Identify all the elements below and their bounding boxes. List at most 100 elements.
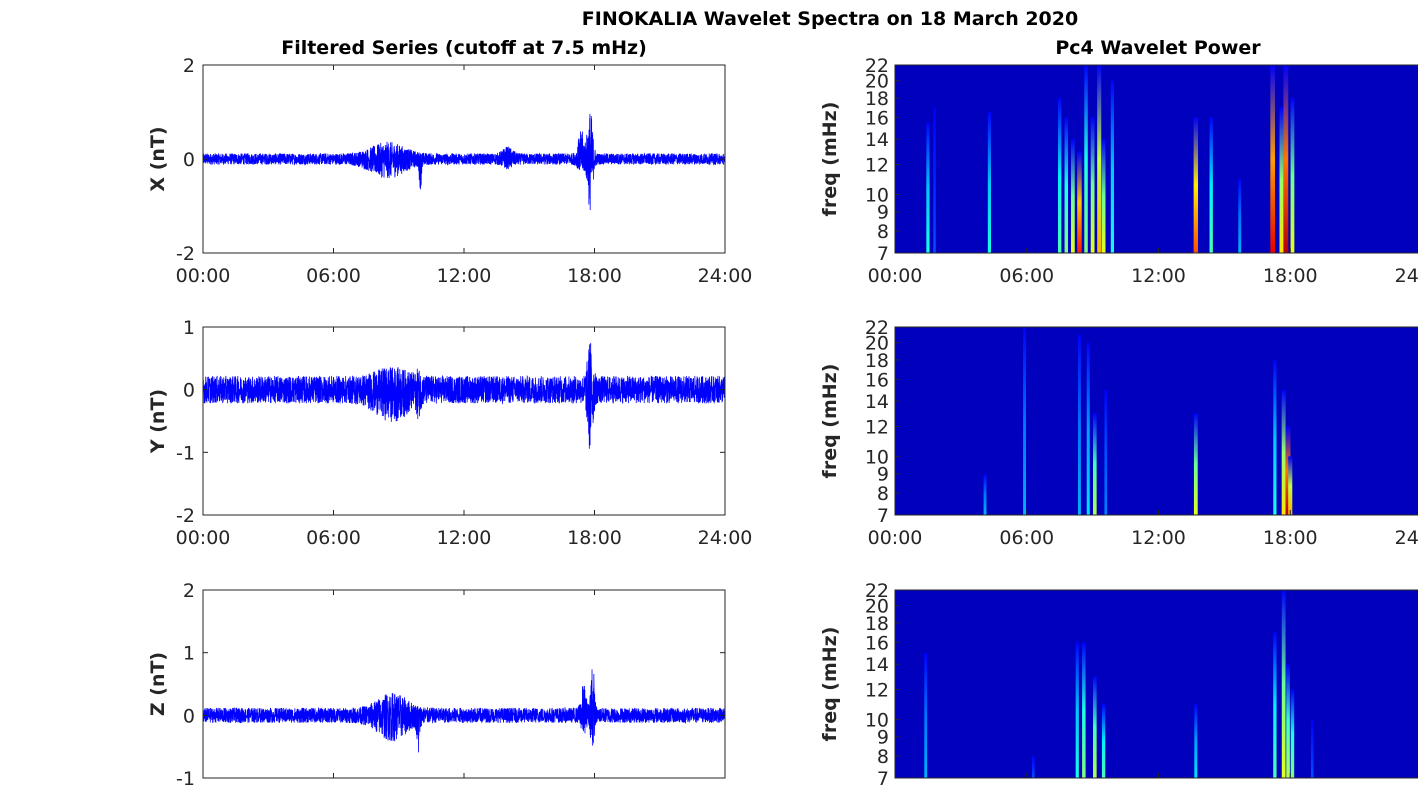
series-line-y: [202, 342, 726, 449]
y-tick-label: 22: [865, 55, 889, 77]
y-axis-label: Y (nT): [147, 389, 169, 454]
timeseries-panel-x: -2 0 2 00:00 06:00 12:00 18:00 24:00 X (nT): [147, 55, 752, 287]
y-tick-label: 16: [865, 632, 889, 654]
power-burst: [1288, 456, 1293, 515]
y-tick-label: 7: [877, 768, 889, 788]
power-burst: [1193, 117, 1199, 253]
power-burst: [1097, 65, 1102, 253]
y-tick-label: 8: [877, 221, 889, 243]
series-line-x: [202, 113, 726, 210]
timeseries-panel-y: -2 -1 0 1 00:00 06:00 12:00 18:00 24:00 Y (nT): [147, 317, 752, 549]
power-burst: [1194, 703, 1198, 778]
y-tick-label: 22: [865, 317, 889, 339]
power-burst: [924, 652, 928, 778]
x-tick-label: 12:00: [1131, 527, 1186, 549]
timeseries-panel-z: -1 0 1 2 Z (nT): [147, 580, 726, 790]
y-tick-label: -1: [176, 442, 195, 464]
power-burst: [1285, 426, 1291, 515]
power-burst: [1290, 97, 1295, 253]
y-tick-label: 1: [183, 317, 195, 339]
left-column-title: Filtered Series (cutoff at 7.5 mHz): [281, 37, 647, 59]
power-burst: [1273, 632, 1277, 778]
power-burst: [1075, 642, 1079, 778]
x-tick-label: 18:00: [567, 265, 622, 287]
y-tick-label: 1: [183, 643, 195, 665]
y-tick-label: 22: [865, 580, 889, 602]
x-tick-label: 12:00: [1131, 265, 1186, 287]
y-tick-label: 10: [865, 709, 889, 731]
x-tick-label: 12:00: [437, 265, 492, 287]
y-tick-label: 8: [877, 483, 889, 505]
x-tick-label: 24:00: [1395, 527, 1418, 549]
power-burst: [1078, 334, 1081, 515]
power-burst: [983, 473, 987, 515]
plot-area: [203, 327, 725, 515]
y-tick-label: 0: [183, 705, 195, 727]
y-tick-label: 14: [865, 129, 889, 151]
y-tick-label: 16: [865, 107, 889, 129]
y-tick-label: -2: [176, 243, 195, 265]
power-burst: [1193, 413, 1198, 515]
spectrum-background: [895, 590, 1418, 778]
power-burst: [1064, 117, 1069, 253]
spectrum-bursts: [983, 327, 1293, 515]
power-burst: [1104, 389, 1108, 515]
power-burst: [1283, 65, 1289, 253]
power-burst: [933, 107, 936, 253]
y-tick-label: 10: [865, 446, 889, 468]
power-burst: [987, 112, 992, 253]
x-tick-label: 24:00: [698, 265, 753, 287]
x-tick-label: 00:00: [176, 265, 231, 287]
power-burst: [1281, 389, 1286, 515]
power-burst: [1070, 139, 1075, 253]
y-tick-label: 14: [865, 391, 889, 413]
y-tick-label: 18: [865, 350, 889, 372]
y-tick-label: -2: [176, 505, 195, 527]
y-tick-label: 9: [877, 202, 889, 224]
power-burst: [926, 122, 930, 253]
y-tick-label: 12: [865, 155, 889, 177]
y-tick-label: 0: [183, 380, 195, 402]
power-burst: [1092, 413, 1097, 515]
power-burst: [1058, 97, 1062, 253]
x-tick-label: 24:00: [698, 527, 753, 549]
power-burst: [1310, 719, 1314, 778]
y-tick-label: 2: [183, 580, 195, 602]
power-burst: [1110, 80, 1114, 253]
power-burst: [1270, 65, 1276, 253]
power-burst: [1286, 664, 1290, 778]
power-burst: [1101, 703, 1106, 778]
series-line-z: [202, 669, 726, 753]
power-burst: [1281, 590, 1286, 778]
y-tick-label: 20: [865, 596, 889, 618]
power-burst: [1084, 65, 1088, 253]
y-tick-label: 12: [865, 680, 889, 702]
power-burst: [1101, 139, 1106, 253]
x-tick-label: 18:00: [567, 527, 622, 549]
power-burst: [1279, 107, 1284, 253]
x-tick-label: 00:00: [868, 265, 923, 287]
power-burst: [1082, 642, 1086, 778]
y-tick-label: 7: [877, 243, 889, 265]
y-tick-label: 16: [865, 369, 889, 391]
y-axis-label: freq (mHz): [819, 627, 841, 742]
y-axis-label: freq (mHz): [819, 102, 841, 217]
figure-title: FINOKALIA Wavelet Spectra on 18 March 20…: [582, 8, 1078, 30]
y-tick-label: 18: [865, 88, 889, 110]
y-tick-label: 20: [865, 71, 889, 93]
power-burst: [1077, 151, 1082, 253]
x-tick-label: 06:00: [306, 265, 361, 287]
x-tick-label: 00:00: [868, 527, 923, 549]
y-tick-label: 2: [183, 55, 195, 77]
y-axis-label: freq (mHz): [819, 364, 841, 479]
y-tick-label: 20: [865, 333, 889, 355]
y-axis-label: Z (nT): [147, 652, 169, 716]
spectrum-background: [895, 327, 1418, 515]
power-burst: [1290, 689, 1295, 778]
right-column-title: Pc4 Wavelet Power: [1055, 37, 1261, 59]
x-tick-label: 00:00: [176, 527, 231, 549]
power-burst: [1209, 117, 1213, 253]
